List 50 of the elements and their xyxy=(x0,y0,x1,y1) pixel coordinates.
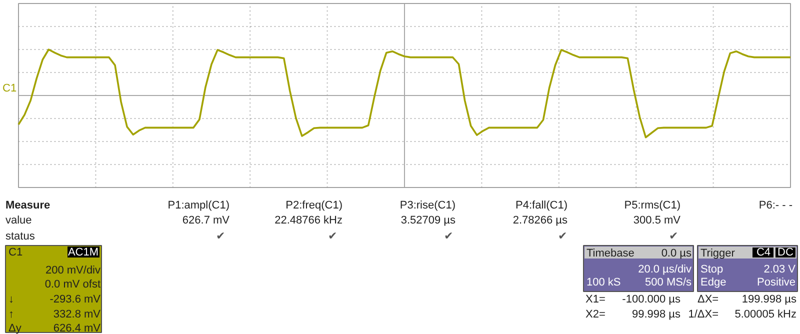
text: 500 MS/s xyxy=(645,276,692,288)
text: Δy xyxy=(8,322,22,334)
text: 300.5 mV xyxy=(633,214,682,226)
text: 1/ΔX= xyxy=(688,308,719,320)
text: 0.0 µs xyxy=(661,248,692,260)
text: 332.8 mV xyxy=(53,308,102,320)
text: ✔ xyxy=(328,230,337,242)
text: Trigger xyxy=(700,248,736,260)
text: 200 mV/div xyxy=(45,264,101,276)
text: P2:freq(C1) xyxy=(286,200,343,212)
text: 22.48766 kHz xyxy=(274,214,343,226)
text: ✔ xyxy=(558,230,567,242)
text: Measure xyxy=(6,200,50,212)
text: 2.03 V xyxy=(764,264,796,276)
text: ↓ xyxy=(8,294,14,306)
text: P3:rise(C1) xyxy=(400,200,456,212)
text: value xyxy=(6,214,32,226)
text: -100.000 µs xyxy=(622,294,681,306)
text: P1:ampl(C1) xyxy=(168,200,230,212)
text: ✔ xyxy=(669,230,678,242)
text: P5:rms(C1) xyxy=(624,200,681,212)
text: 2.78266 µs xyxy=(512,214,568,226)
text: Stop xyxy=(700,264,724,276)
text: 199.998 µs xyxy=(742,294,797,306)
text: 100 kS xyxy=(586,276,621,288)
text: ✔ xyxy=(216,230,225,242)
text: 626.4 mV xyxy=(53,322,102,334)
text: C1 xyxy=(8,246,23,258)
text: 3.52709 µs xyxy=(400,214,456,226)
text: ✔ xyxy=(444,230,453,242)
text: 5.00005 kHz xyxy=(734,308,797,320)
text: Timebase xyxy=(586,248,634,260)
text: ↑ xyxy=(8,308,14,320)
text: C1 xyxy=(2,82,17,94)
text: 0.0 mV ofst xyxy=(44,278,101,290)
text: X1= xyxy=(586,294,606,306)
text: C4 xyxy=(756,246,771,258)
text: Positive xyxy=(756,276,796,288)
text: AC1M xyxy=(68,246,98,258)
text: 626.7 mV xyxy=(182,214,230,226)
text: Edge xyxy=(700,276,726,288)
text: 20.0 µs/div xyxy=(638,264,692,276)
text: -293.6 mV xyxy=(50,294,102,306)
text: P4:fall(C1) xyxy=(516,200,568,212)
text: P6:- - - xyxy=(758,200,793,212)
text: DC xyxy=(778,246,794,258)
text: ΔX= xyxy=(698,294,719,306)
text: X2= xyxy=(586,308,606,320)
text: status xyxy=(6,230,36,242)
text: 99.998 µs xyxy=(632,308,681,320)
